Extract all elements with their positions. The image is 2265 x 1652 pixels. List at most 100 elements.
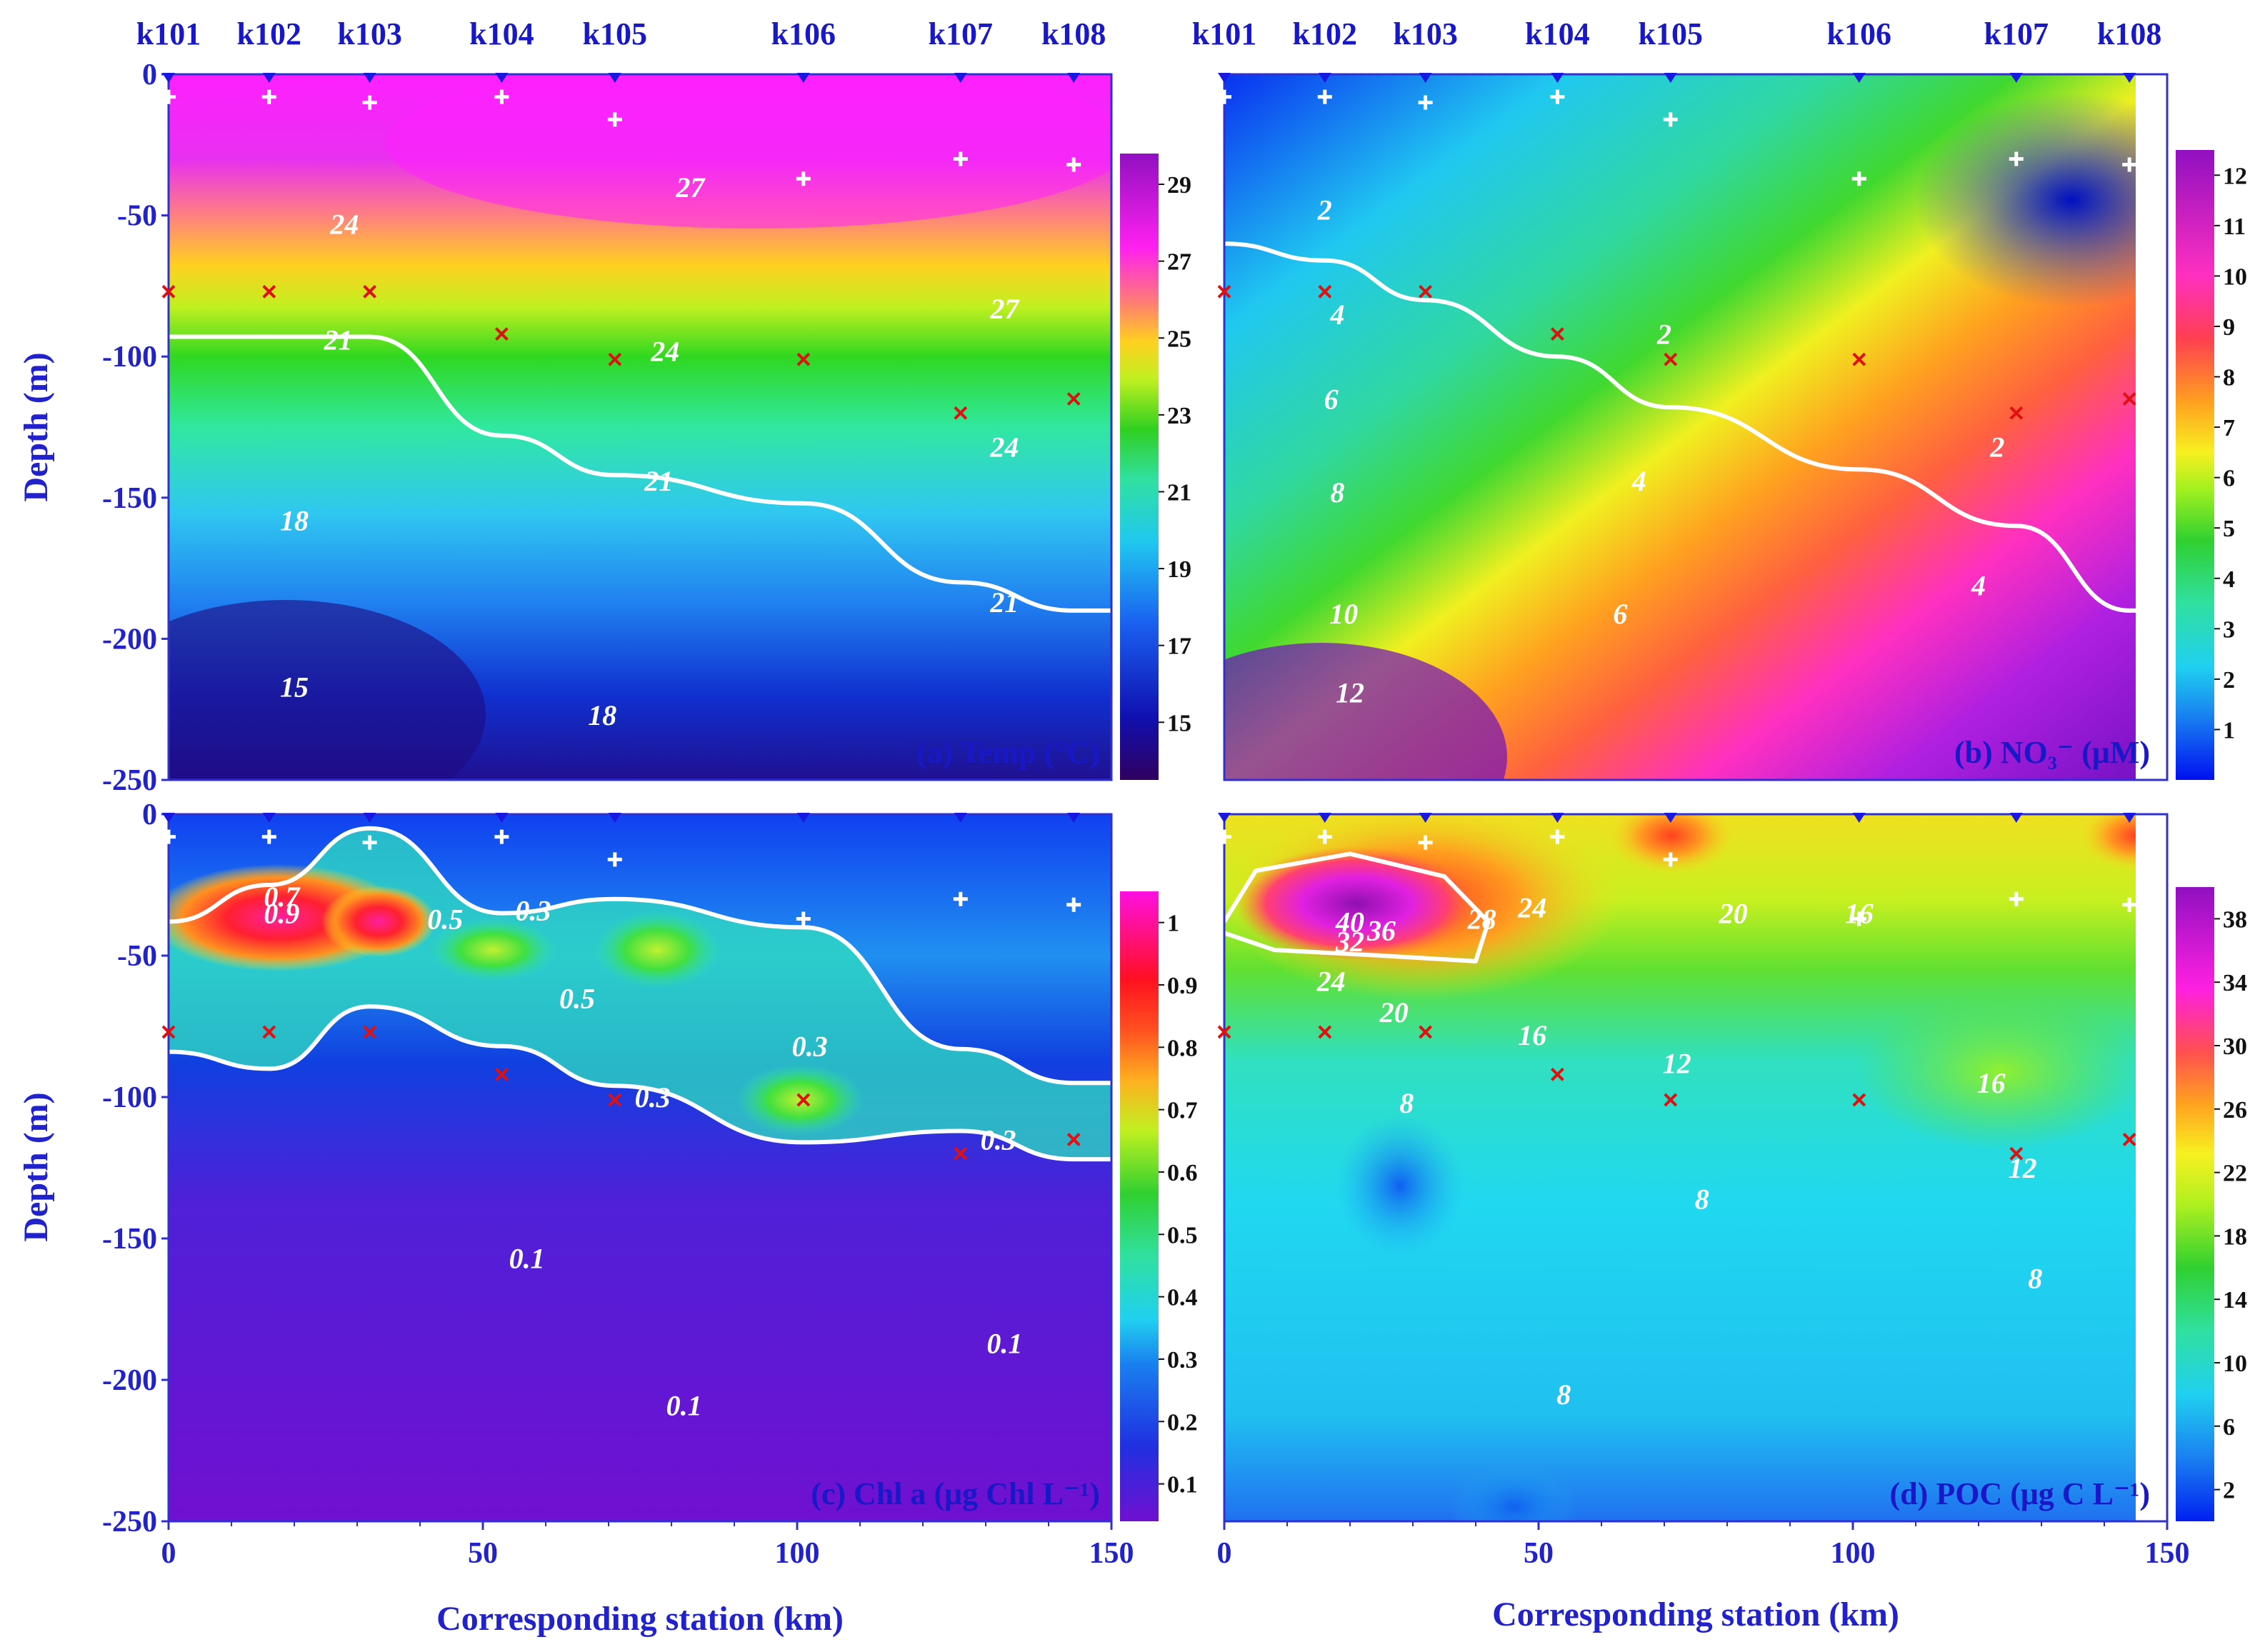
dcm-depth-marker	[1066, 1132, 1081, 1146]
contour-label: 4	[1329, 299, 1344, 331]
sampling-depth-marker	[261, 829, 276, 844]
station-triangle-marker	[1419, 813, 1432, 823]
poc-low-patch	[1336, 1114, 1464, 1257]
panel-label-d: (d) POC (μg C L⁻¹)	[1890, 1476, 2150, 1511]
dcm-depth-marker	[363, 1025, 377, 1039]
station-label-k105: k105	[1639, 16, 1703, 51]
dcm-depth-marker	[1419, 284, 1433, 299]
dcm-depth-marker	[1550, 1067, 1564, 1081]
chl-patch-2	[321, 886, 436, 957]
sampling-depth-marker	[362, 95, 377, 110]
colorbar-tick-label: 15	[1167, 710, 1191, 736]
station-triangle-marker	[796, 73, 810, 83]
contour-label: 8	[1695, 1183, 1709, 1216]
station-markers-a: k101 k102 k103 k104 k105 k106 k107 k108	[136, 16, 1106, 420]
sampling-depth-marker	[1317, 829, 1332, 844]
contour-label: 12	[1663, 1047, 1691, 1079]
dcm-depth-marker	[494, 1067, 509, 1081]
contour-label: 15	[280, 671, 309, 704]
dcm-depth-marker	[608, 1093, 622, 1107]
station-markers-d	[1217, 813, 2137, 1161]
poc-mid-patch	[1857, 993, 2143, 1150]
axes-d: 0 50 100 150	[1217, 1521, 2190, 1570]
station-triangle-marker	[1419, 73, 1432, 83]
colorbar-c	[1120, 891, 1159, 1521]
colorbar-d	[2176, 887, 2214, 1521]
x-tick-label: 100	[1831, 1537, 1876, 1570]
colorbar-tick-label: 34	[2223, 970, 2247, 996]
y-tick-label: -150	[102, 482, 157, 515]
station-label-k108: k108	[1041, 16, 1106, 51]
contour-label: 6	[1613, 598, 1627, 630]
station-label-k108: k108	[2097, 16, 2161, 51]
y-tick-label: -250	[102, 764, 157, 797]
sampling-depth-marker	[796, 911, 811, 926]
contour-label: 0.1	[986, 1328, 1022, 1360]
panel-label-a: (a) Temp (°C)	[916, 735, 1100, 770]
contour-label: 24	[650, 335, 679, 367]
colorbar-tick-label: 25	[1167, 326, 1191, 352]
nitrate-2-contour-line	[1224, 241, 2167, 613]
dcm-depth-marker	[494, 327, 509, 341]
colorbar-tick-label: 4	[2223, 566, 2235, 593]
contour-label: 36	[1366, 914, 1396, 946]
contour-label: 0.3	[635, 1081, 671, 1113]
contour-label: 20	[1719, 898, 1748, 930]
colorbar-tick-label: 0.2	[1167, 1409, 1198, 1436]
colorbar-tick-label: 38	[2223, 906, 2247, 933]
dcm-depth-marker	[262, 1025, 276, 1039]
colorbar-tick-label: 19	[1167, 556, 1191, 583]
y-tick-label: 0	[142, 799, 157, 831]
panel-poc: 403236282420162420161281612888 050100150…	[1217, 813, 2247, 1570]
station-label-k105: k105	[583, 16, 647, 51]
station-triangle-marker	[495, 73, 509, 83]
sampling-depth-marker	[1663, 852, 1678, 867]
x-tick-label: 50	[468, 1537, 498, 1570]
colorbar-tick-label: 0.7	[1167, 1098, 1198, 1124]
panel-chlorophyll: 0.70.9 0.5 0.30.50.30.30.30.10.10.1 0-50-1…	[102, 799, 1198, 1570]
y-axis-label-top: Depth (m)	[17, 352, 55, 501]
station-label-k104: k104	[469, 16, 534, 51]
dcm-depth-marker	[1550, 327, 1564, 341]
colorbar-tick-label: 18	[2223, 1223, 2247, 1250]
sampling-depth-marker	[1851, 911, 1866, 926]
station-markers-c	[161, 813, 1081, 1161]
contour-label: 21	[324, 324, 353, 356]
colorbar-tick-label: 0.8	[1167, 1035, 1198, 1061]
sampling-depth-marker	[796, 171, 811, 186]
axes-a: 0 -50 -100 -150 -200 -250	[102, 59, 169, 797]
temperature-patches	[169, 74, 1111, 780]
sampling-depth-marker	[1550, 829, 1565, 844]
contour-labels-b: 2 4 2 6 8 4 2 10 6 4 12	[1317, 194, 2005, 709]
colorbar-tick-label: 9	[2223, 314, 2235, 341]
contour-label: 18	[588, 699, 616, 731]
station-triangle-marker	[954, 73, 967, 83]
sampling-depth-marker	[1550, 89, 1565, 104]
station-triangle-marker	[1318, 73, 1331, 83]
station-triangle-marker	[1067, 813, 1081, 823]
contour-label: 0.9	[264, 898, 299, 930]
contour-label: 2	[1656, 319, 1671, 351]
dcm-depth-marker	[1066, 392, 1081, 406]
station-label-k107: k107	[929, 16, 993, 51]
contour-label: 16	[1518, 1019, 1546, 1051]
dcm-depth-marker	[161, 1025, 176, 1039]
contour-label: 24	[989, 431, 1019, 464]
contour-label: 21	[644, 465, 673, 497]
contour-label: 40	[1335, 906, 1364, 938]
station-triangle-marker	[1664, 813, 1677, 823]
sampling-depth-marker	[2009, 151, 2024, 166]
blank-strip-d	[2136, 814, 2167, 1521]
dcm-depth-marker	[1419, 1025, 1433, 1039]
dcm-depth-marker	[1217, 284, 1231, 299]
chl-patch-4	[593, 911, 721, 989]
station-triangle-marker	[1664, 73, 1677, 83]
colorbar-tick-label: 26	[2223, 1097, 2247, 1123]
contour-label: 8	[1556, 1378, 1571, 1411]
contour-label: 4	[1631, 465, 1646, 497]
station-triangle-marker	[1551, 813, 1564, 823]
